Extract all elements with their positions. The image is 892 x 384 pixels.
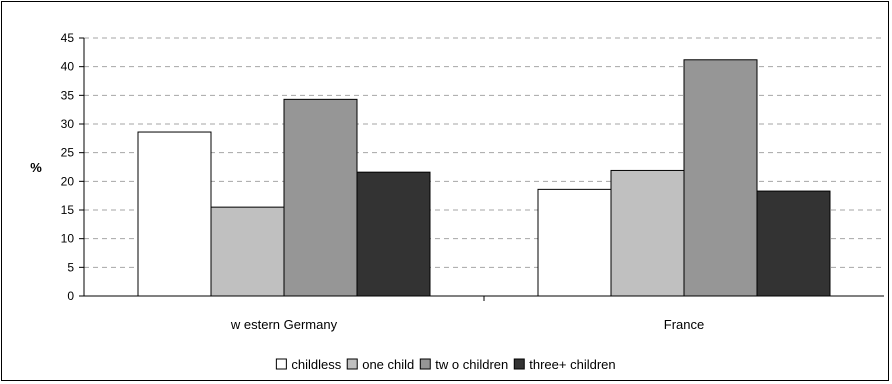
y-tick-label: 30	[61, 117, 75, 131]
legend: childless one child tw o children three+ ch…	[275, 357, 616, 372]
bar-three-children	[756, 190, 831, 297]
bar-three-children	[356, 171, 431, 297]
x-category-label: w estern Germany	[230, 317, 338, 332]
y-tick-label: 45	[61, 31, 75, 45]
x-category-label: France	[664, 317, 704, 332]
y-tick-label: 15	[61, 203, 75, 217]
y-tick-label: 20	[61, 174, 75, 188]
bars	[137, 59, 831, 297]
bar-tw-o-children	[283, 98, 358, 297]
legend-swatch	[513, 358, 525, 370]
y-tick-label: 5	[67, 260, 74, 274]
labels: 0 5 10 15 20 25 30 35 40 45 w estern Germany France	[61, 31, 705, 332]
axes	[79, 37, 884, 301]
legend-swatch	[419, 358, 431, 370]
y-tick-label: 25	[61, 146, 75, 160]
legend-label: tw o children	[435, 357, 508, 372]
y-tick-label: 40	[61, 60, 75, 74]
legend-swatch	[275, 358, 287, 370]
bar-tw-o-children	[683, 59, 758, 297]
legend-label: childless	[291, 357, 341, 372]
legend-swatch	[346, 358, 358, 370]
y-tick-label: 35	[61, 88, 75, 102]
y-tick-label: 10	[61, 232, 75, 246]
legend-label: one child	[362, 357, 414, 372]
y-axis-title: %	[30, 160, 42, 175]
bar-one-child	[210, 206, 285, 297]
bar-childless	[537, 188, 612, 297]
bar-one-child	[610, 169, 685, 297]
y-tick-label: 0	[67, 289, 74, 303]
legend-label: three+ children	[529, 357, 615, 372]
bar-childless	[137, 131, 212, 297]
